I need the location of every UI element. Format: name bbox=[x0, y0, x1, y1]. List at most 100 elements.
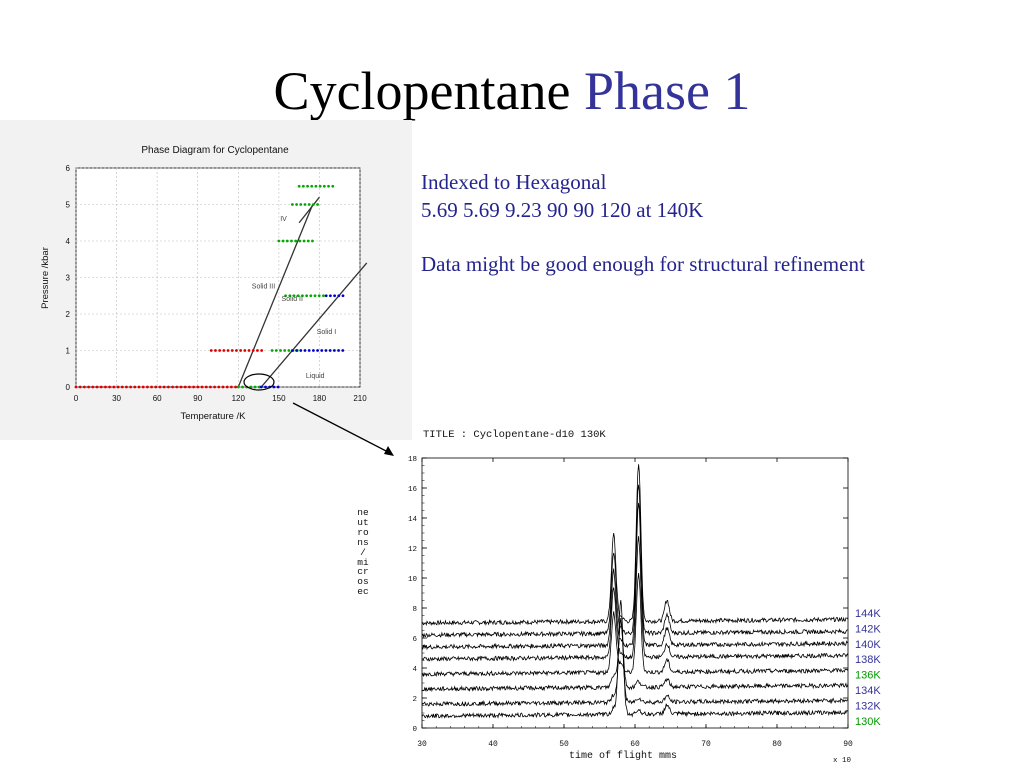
y-tick-label: 4 bbox=[412, 666, 417, 674]
data-point bbox=[192, 385, 196, 389]
x-tick-label: 70 bbox=[701, 740, 711, 749]
data-point bbox=[276, 385, 280, 389]
x-tick-label: 80 bbox=[772, 740, 782, 749]
data-point bbox=[259, 385, 263, 389]
data-point bbox=[222, 349, 226, 352]
data-point bbox=[322, 294, 325, 298]
data-point bbox=[95, 385, 99, 389]
phase-label: IV bbox=[280, 216, 287, 223]
data-point bbox=[310, 184, 314, 188]
trace-line bbox=[421, 536, 849, 662]
y-tick-label: 4 bbox=[66, 237, 71, 246]
data-point bbox=[74, 385, 78, 389]
phase-diagram-ylabel: Pressure /kbar bbox=[40, 247, 51, 309]
data-point bbox=[260, 349, 264, 352]
zoom-arrow bbox=[243, 373, 394, 456]
x-tick-label: 150 bbox=[272, 394, 286, 403]
data-point bbox=[281, 239, 285, 243]
data-point bbox=[316, 203, 319, 206]
y-tick-label: 8 bbox=[412, 606, 417, 614]
data-point bbox=[324, 294, 328, 298]
data-point bbox=[285, 239, 289, 243]
data-point bbox=[204, 385, 208, 389]
data-point bbox=[270, 349, 274, 352]
data-point bbox=[337, 294, 341, 298]
slide-title: Cyclopentane Phase 1 bbox=[0, 61, 1024, 121]
data-point bbox=[305, 294, 309, 298]
data-point bbox=[303, 349, 307, 352]
data-point bbox=[302, 239, 306, 243]
data-point bbox=[87, 385, 90, 389]
y-tick-label: 6 bbox=[412, 636, 417, 644]
data-point bbox=[171, 385, 175, 389]
data-point bbox=[287, 349, 291, 352]
data-point bbox=[297, 184, 301, 188]
data-point bbox=[328, 349, 332, 352]
data-point bbox=[295, 203, 298, 206]
data-point bbox=[294, 239, 298, 243]
y-tick-label: 3 bbox=[66, 274, 71, 283]
data-point bbox=[284, 294, 288, 298]
data-point bbox=[324, 349, 328, 352]
data-point bbox=[179, 385, 183, 389]
data-point bbox=[226, 349, 230, 352]
y-tick-label: 6 bbox=[66, 164, 71, 173]
data-point bbox=[213, 385, 217, 389]
legend-item: 130K bbox=[855, 716, 881, 728]
data-point bbox=[112, 385, 116, 389]
data-point bbox=[104, 385, 107, 389]
data-point bbox=[327, 184, 330, 188]
phase-diagram-chart: Phase Diagram for Cyclopentane 0 30 60 90 12… bbox=[0, 120, 412, 440]
data-point bbox=[217, 385, 221, 389]
legend-item: 142K bbox=[855, 623, 881, 635]
phase-diagram-xlabel: Temperature /K bbox=[181, 411, 247, 422]
data-point bbox=[146, 385, 149, 389]
data-point bbox=[150, 385, 154, 389]
data-point bbox=[301, 294, 304, 298]
data-point bbox=[235, 349, 238, 352]
y-tick-label: 0 bbox=[412, 726, 417, 734]
data-point bbox=[311, 239, 314, 243]
data-point bbox=[290, 349, 294, 352]
legend-item: 138K bbox=[855, 654, 881, 666]
data-point bbox=[272, 385, 276, 389]
data-point bbox=[296, 294, 300, 298]
legend-item: 144K bbox=[855, 608, 881, 620]
data-point bbox=[257, 385, 261, 389]
y-tick-label: 16 bbox=[408, 486, 418, 494]
phase-diagram-title: Phase Diagram for Cyclopentane bbox=[141, 145, 289, 156]
data-point bbox=[196, 385, 200, 389]
x-tick-label: 0 bbox=[74, 394, 79, 403]
title-main: Cyclopentane bbox=[273, 61, 571, 121]
data-point bbox=[288, 294, 292, 298]
data-point bbox=[279, 349, 282, 352]
data-point bbox=[311, 203, 315, 206]
data-point bbox=[317, 294, 321, 298]
y-tick-label: 1 bbox=[66, 347, 71, 356]
data-point bbox=[221, 385, 225, 389]
tof-title: TITLE : Cyclopentane-d10 130K bbox=[423, 429, 606, 441]
data-point bbox=[298, 239, 302, 243]
data-point bbox=[234, 385, 238, 389]
x-tick-label: 90 bbox=[193, 394, 202, 403]
phase-boundary bbox=[260, 262, 368, 388]
x-tick-label: 120 bbox=[232, 394, 246, 403]
data-point bbox=[120, 385, 124, 389]
data-point bbox=[299, 203, 303, 206]
data-point bbox=[316, 349, 319, 352]
data-point bbox=[306, 239, 310, 243]
phase-label: Solid II bbox=[282, 296, 303, 303]
data-point bbox=[188, 385, 191, 389]
x-tick-label: 180 bbox=[313, 394, 327, 403]
note-line-3: Data might be good enough for structural… bbox=[421, 252, 865, 276]
data-point bbox=[341, 349, 345, 352]
y-tick-label: 5 bbox=[66, 201, 71, 210]
data-point bbox=[167, 385, 170, 389]
x-tick-label: 40 bbox=[488, 740, 498, 749]
x-tick-label: 90 bbox=[843, 740, 853, 749]
phase-label: Solid I bbox=[317, 329, 337, 336]
x-tick-label: 60 bbox=[630, 740, 640, 749]
data-point bbox=[218, 349, 222, 352]
phase-boundary bbox=[237, 204, 314, 388]
phase-boundary bbox=[298, 196, 320, 224]
